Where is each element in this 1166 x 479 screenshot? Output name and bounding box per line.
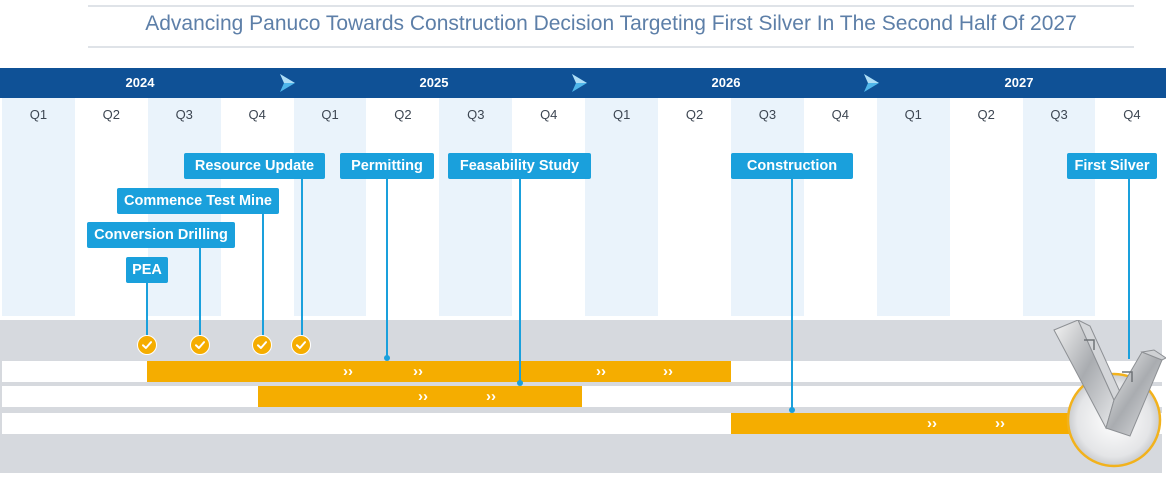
company-logo [1053, 320, 1166, 468]
milestone-conversion-drilling: Conversion Drilling [87, 222, 235, 248]
permitting-bar: ›› ›› ›› ›› [147, 361, 731, 382]
quarter-label: Q3 [467, 107, 485, 122]
quarter-label: Q3 [1050, 107, 1068, 122]
feasibility-study-bar: ›› ›› [258, 386, 582, 407]
quarter-label: Q2 [394, 107, 412, 122]
milestone-connector [519, 179, 521, 383]
chevron-icon: ›› [413, 363, 423, 380]
connector-dot [384, 355, 390, 361]
year-label-2025: 2025 [419, 75, 449, 90]
milestone-connector [262, 213, 264, 336]
quarter-label: Q1 [29, 107, 48, 122]
chevron-icon: ›› [486, 388, 496, 405]
connector-dot [789, 407, 795, 413]
quarter-band [1022, 98, 1096, 316]
quarter-label: Q4 [831, 107, 849, 122]
quarter-label: Q3 [758, 107, 777, 122]
connector-dot [517, 380, 523, 386]
page-title: Advancing Panuco Towards Construction De… [145, 12, 1077, 35]
chevron-icon: ›› [343, 363, 353, 380]
chevron-icon: ›› [418, 388, 428, 405]
milestone-connector [301, 179, 303, 336]
construction-bar: ›› ›› [731, 413, 1081, 434]
year-divider-icon [572, 74, 587, 92]
milestone-commence-test-mine: Commence Test Mine [117, 188, 279, 214]
year-bar: 2024 2025 2026 2027 [0, 68, 1166, 98]
quarter-label: Q4 [248, 107, 266, 122]
milestone-resource-update: Resource Update [184, 153, 325, 179]
year-divider-icon [864, 74, 879, 92]
chevron-icon: ›› [596, 363, 606, 380]
milestone-connector [386, 179, 388, 357]
check-circle-icon [137, 335, 157, 355]
quarter-label: Q4 [1123, 107, 1141, 122]
milestone-connector [146, 282, 148, 336]
quarter-band [2, 98, 75, 316]
quarter-label: Q4 [540, 107, 558, 122]
quarter-label: Q1 [904, 107, 922, 122]
year-label-2024: 2024 [125, 75, 155, 90]
quarter-band [585, 98, 659, 316]
check-circle-icon [252, 335, 272, 355]
year-divider-icon [280, 74, 295, 92]
quarter-band [293, 98, 367, 316]
quarter-band [876, 98, 950, 316]
milestone-permitting: Permitting [340, 153, 434, 179]
check-circle-icon [291, 335, 311, 355]
chevron-icon: ›› [995, 415, 1005, 432]
milestone-first-silver: First Silver [1067, 153, 1157, 179]
year-label-2026: 2026 [711, 75, 741, 90]
chevron-icon: ›› [663, 363, 673, 380]
quarter-label: Q2 [102, 107, 120, 122]
chevron-icon: ›› [927, 415, 937, 432]
gantt-lane [2, 386, 1162, 407]
milestone-construction: Construction [731, 153, 853, 179]
milestone-connector [791, 179, 793, 408]
title-rule-bottom [88, 46, 1134, 48]
quarter-label: Q1 [612, 107, 631, 122]
milestone-connector [199, 247, 201, 336]
milestone-pea: PEA [126, 257, 168, 283]
quarter-band [439, 98, 513, 316]
year-label-2027: 2027 [1004, 75, 1034, 90]
check-circle-icon [190, 335, 210, 355]
quarter-band [731, 98, 804, 316]
quarter-label: Q1 [321, 107, 339, 122]
quarter-label: Q2 [685, 107, 704, 122]
title-rule-top [88, 5, 1134, 7]
quarter-label: Q2 [977, 107, 995, 122]
milestone-connector [1128, 179, 1130, 359]
milestone-feasability-study: Feasability Study [448, 153, 591, 179]
quarter-label: Q3 [175, 107, 193, 122]
